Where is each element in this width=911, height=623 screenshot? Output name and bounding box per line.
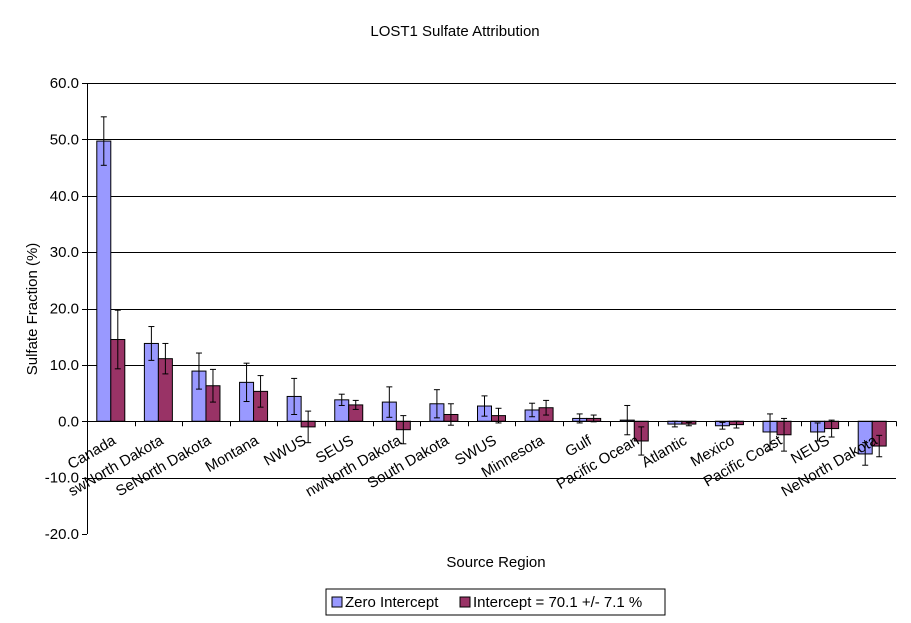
- chart-title: LOST1 Sulfate Attribution: [370, 23, 539, 40]
- y-tick-label: -10.0: [45, 470, 79, 487]
- legend-swatch-intercept: [459, 596, 471, 608]
- legend-box: [325, 588, 666, 616]
- x-tick-label: NWUS: [261, 432, 309, 470]
- x-tick-label: Montana: [203, 432, 263, 476]
- legend-label-zero-intercept: Zero Intercept: [345, 594, 439, 611]
- y-tick-labels: 60.0 50.0 40.0 30.0 20.0 10.0 0.0 -10.0 -20.0: [45, 75, 79, 543]
- axes: [82, 83, 897, 535]
- y-tick-label: -20.0: [45, 526, 79, 543]
- y-tick-label: 20.0: [50, 301, 79, 318]
- legend-label-intercept: Intercept = 70.1 +/- 7.1 %: [473, 594, 642, 611]
- y-tick-label: 0.0: [58, 413, 79, 430]
- legend-swatch-zero-intercept: [331, 596, 343, 608]
- x-axis-label: Source Region: [446, 554, 545, 571]
- y-axis-label: Sulfate Fraction (%): [24, 243, 41, 376]
- legend: Zero Intercept Intercept = 70.1 +/- 7.1 …: [325, 588, 666, 616]
- bar-zero-intercept: [96, 140, 112, 422]
- bars: [96, 140, 887, 455]
- error-bars: [100, 116, 883, 466]
- y-tick-label: 40.0: [50, 188, 79, 205]
- y-tick-label: 30.0: [50, 244, 79, 261]
- y-tick-label: 60.0: [50, 75, 79, 92]
- y-tick-label: 10.0: [50, 357, 79, 374]
- y-tick-label: 50.0: [50, 131, 79, 148]
- x-tick-label: Pacific Ocean: [554, 432, 643, 493]
